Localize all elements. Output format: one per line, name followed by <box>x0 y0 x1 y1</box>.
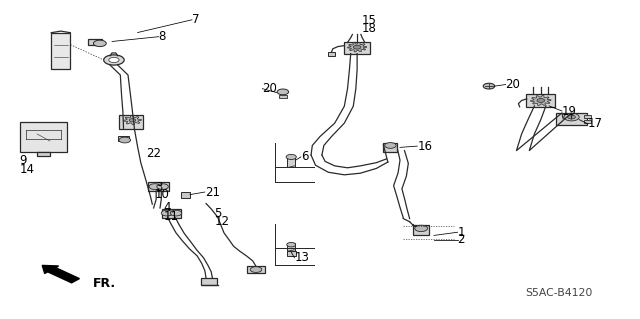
Text: 13: 13 <box>294 251 309 264</box>
Text: 20: 20 <box>506 78 520 91</box>
Bar <box>247 266 265 273</box>
Circle shape <box>353 45 361 49</box>
Circle shape <box>129 119 136 122</box>
Circle shape <box>161 210 173 216</box>
Circle shape <box>286 154 296 160</box>
Circle shape <box>104 55 124 65</box>
Text: 21: 21 <box>205 186 220 198</box>
Polygon shape <box>531 95 551 106</box>
Circle shape <box>537 99 545 102</box>
Text: FR.: FR. <box>93 277 116 290</box>
Bar <box>328 52 335 56</box>
Text: 7: 7 <box>192 13 200 26</box>
Circle shape <box>287 242 296 247</box>
Text: 20: 20 <box>262 82 277 95</box>
Bar <box>181 192 190 198</box>
Circle shape <box>483 83 495 89</box>
Circle shape <box>119 137 131 143</box>
Circle shape <box>385 143 396 148</box>
Bar <box>526 94 556 107</box>
Bar <box>201 278 218 285</box>
Bar <box>413 225 429 235</box>
Bar <box>556 113 587 125</box>
Bar <box>51 33 70 70</box>
Text: 10: 10 <box>155 188 170 201</box>
Text: 17: 17 <box>588 117 602 130</box>
Bar <box>20 122 67 152</box>
Text: 6: 6 <box>301 151 308 163</box>
Text: 5: 5 <box>214 207 222 219</box>
Text: 8: 8 <box>159 30 166 43</box>
Bar <box>148 182 169 191</box>
Circle shape <box>149 184 161 189</box>
Text: 4: 4 <box>163 202 171 214</box>
Text: 1: 1 <box>458 226 465 239</box>
Circle shape <box>415 225 428 232</box>
Text: 3: 3 <box>155 181 163 194</box>
Circle shape <box>277 89 289 95</box>
Bar <box>287 243 295 251</box>
Bar <box>279 95 287 98</box>
Bar <box>584 115 591 118</box>
Text: 2: 2 <box>458 234 465 246</box>
Polygon shape <box>348 42 367 52</box>
Bar <box>119 115 143 129</box>
Text: 9: 9 <box>19 154 27 167</box>
Text: 16: 16 <box>417 140 432 152</box>
Bar <box>584 120 591 123</box>
Circle shape <box>109 57 119 63</box>
Bar <box>383 143 397 152</box>
Bar <box>37 152 50 156</box>
Polygon shape <box>124 116 141 125</box>
Bar <box>88 39 102 45</box>
Text: 15: 15 <box>362 14 376 27</box>
Circle shape <box>564 113 579 121</box>
Bar <box>287 157 295 167</box>
Bar <box>118 136 129 141</box>
Circle shape <box>250 267 262 272</box>
Bar <box>287 251 296 256</box>
Bar <box>344 42 370 54</box>
Text: 11: 11 <box>163 210 178 223</box>
FancyArrow shape <box>42 265 79 283</box>
Text: 22: 22 <box>146 147 161 160</box>
Text: 19: 19 <box>562 105 577 117</box>
Text: 14: 14 <box>19 163 34 176</box>
Circle shape <box>568 115 575 119</box>
Text: 18: 18 <box>362 22 376 35</box>
Circle shape <box>93 40 106 47</box>
Circle shape <box>170 210 182 216</box>
Circle shape <box>157 184 168 189</box>
Bar <box>162 209 181 218</box>
Text: 12: 12 <box>214 215 229 228</box>
Text: S5AC-B4120: S5AC-B4120 <box>525 288 592 298</box>
